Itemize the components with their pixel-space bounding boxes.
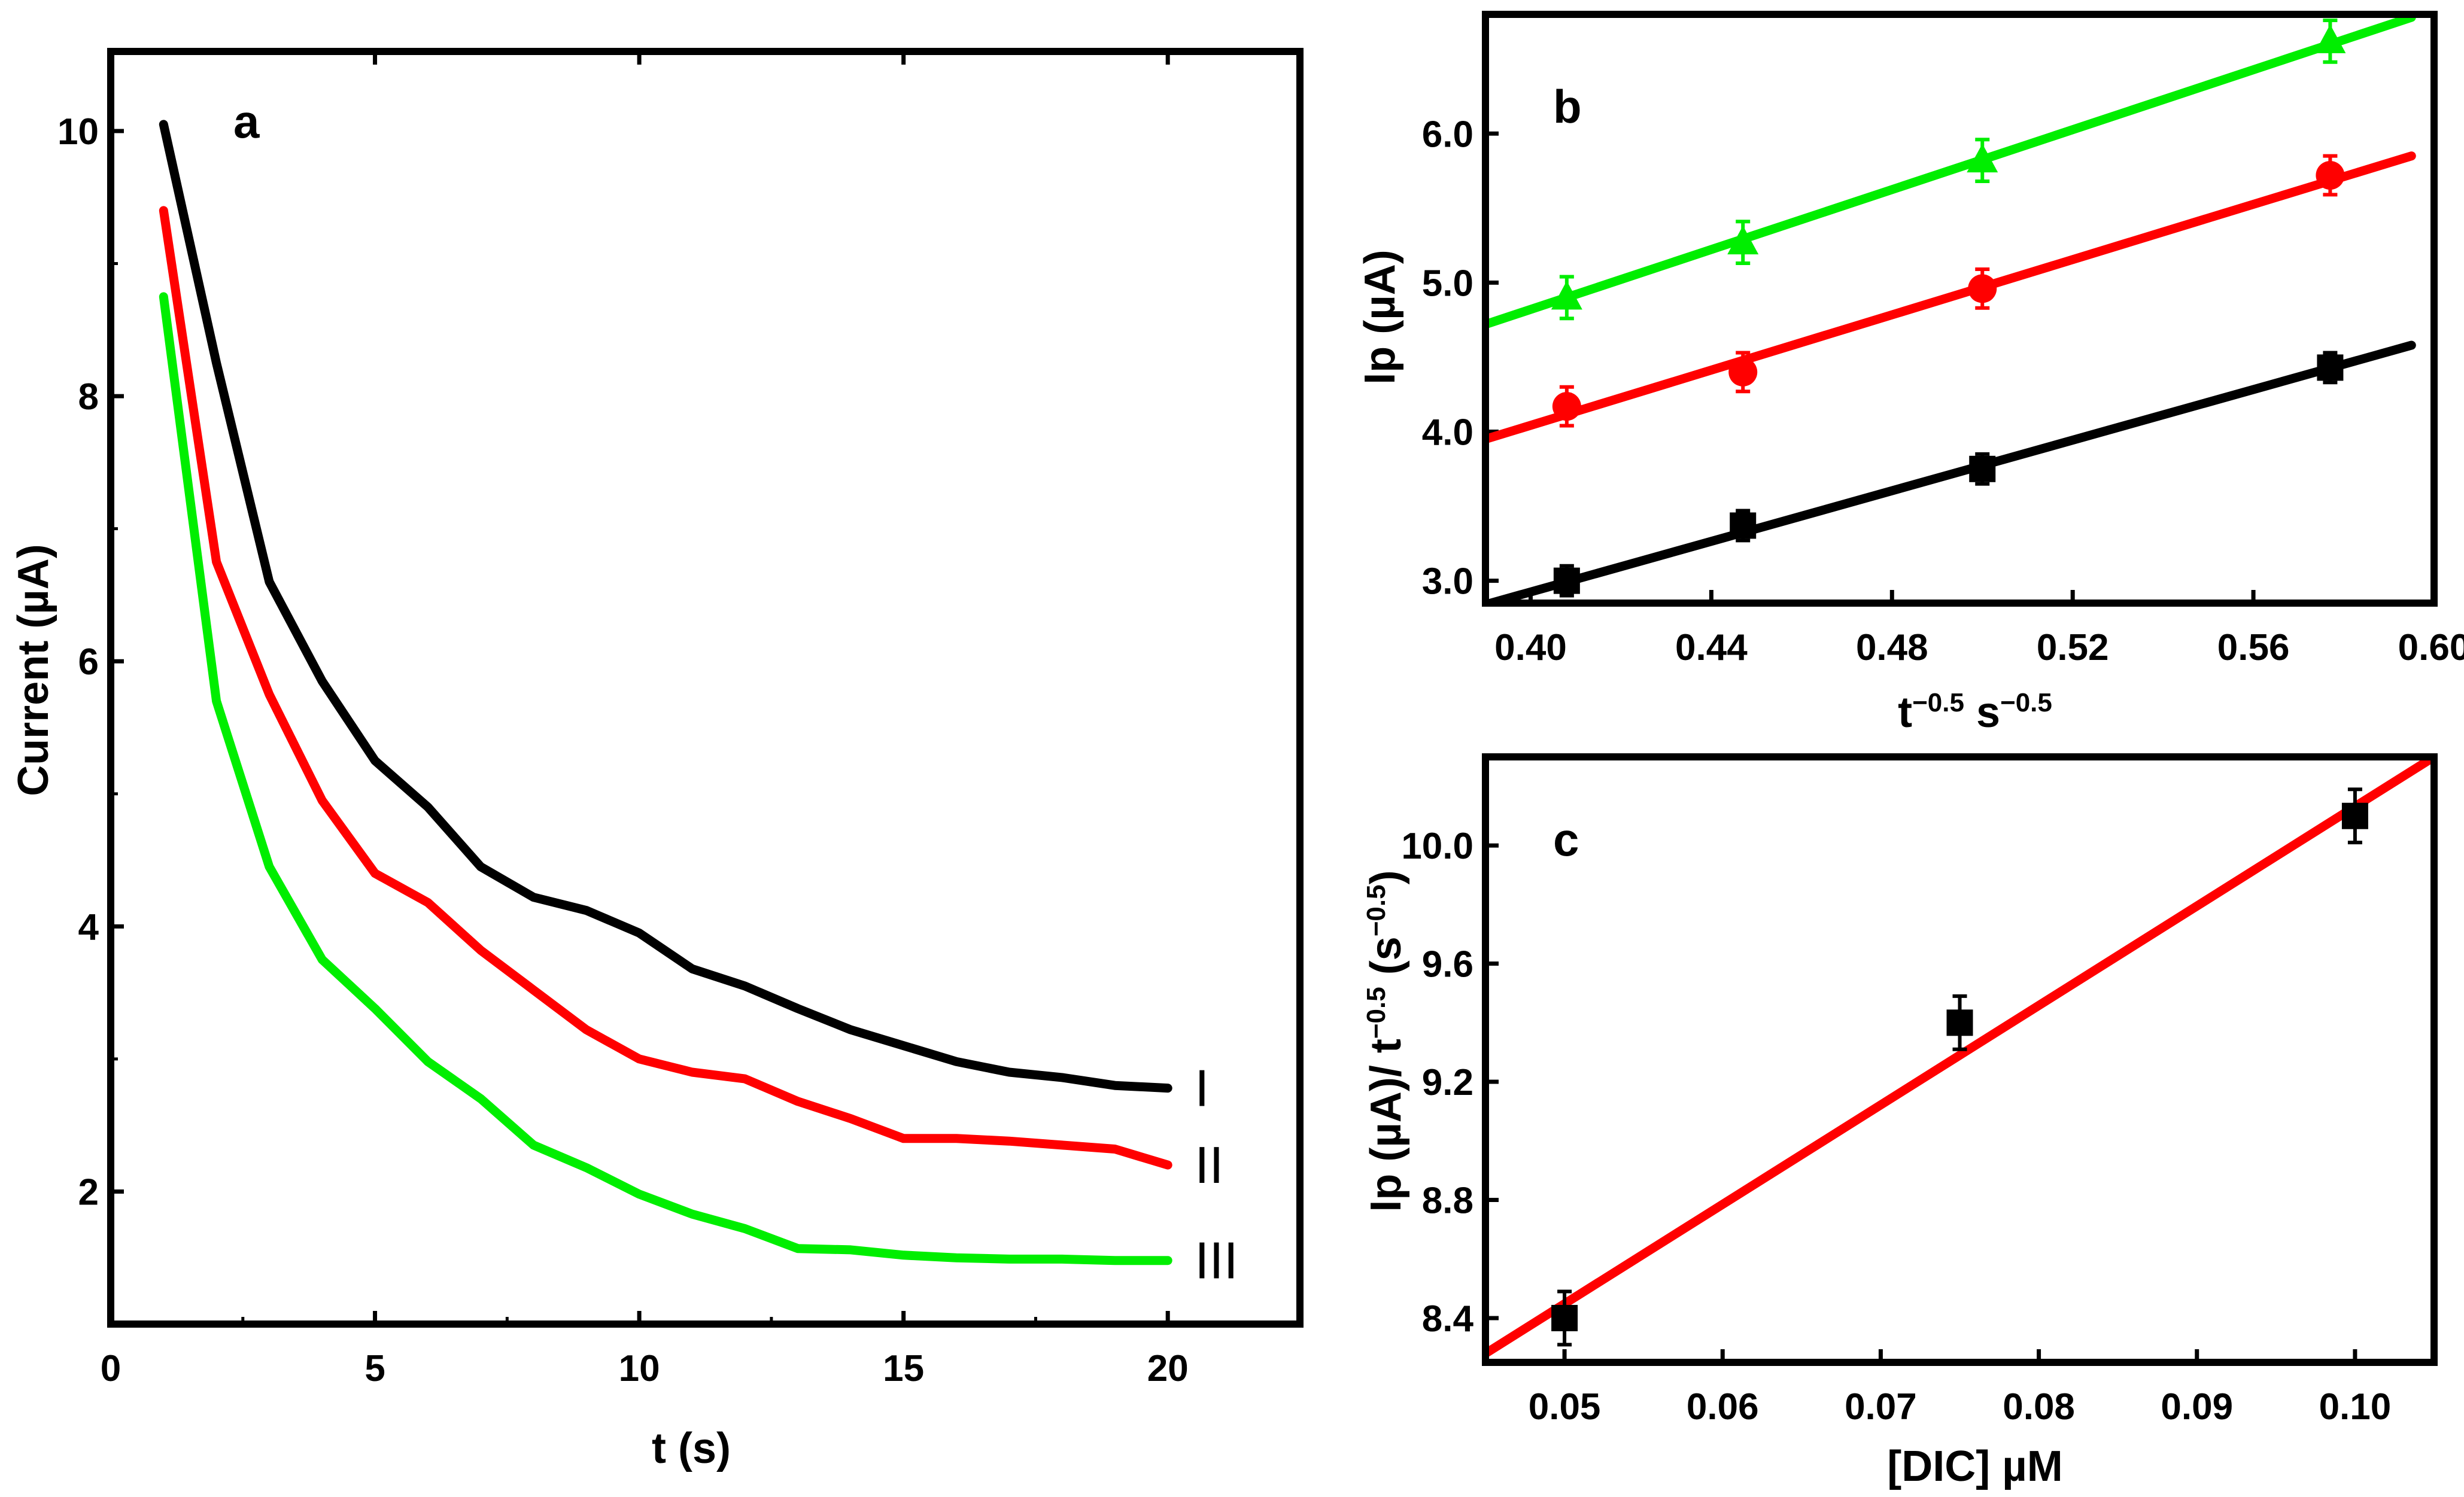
panel-c-y-tick-label: 8.8 [1422, 1180, 1473, 1221]
panel-b-x-axis-var: t [1898, 689, 1912, 737]
panel-b-x-tick-label: 0.52 [2037, 627, 2109, 668]
panel-a-y-tick-label: 4 [78, 906, 99, 948]
panel-a-x-tick-label: 20 [1147, 1348, 1189, 1389]
panel-b-ii-point [1728, 357, 1758, 387]
panel-c-y-axis-end: ) [1362, 870, 1410, 884]
panel-b-x-tick-label: 0.60 [2398, 627, 2464, 668]
panel-a-label: a [233, 95, 260, 148]
panel-b-label: b [1553, 80, 1582, 133]
panel-c-y-tick-label: 9.2 [1422, 1062, 1473, 1103]
panel-c-y-tick-label: 8.4 [1422, 1298, 1474, 1340]
panel-b-iii-point [2314, 24, 2346, 53]
series-line-i [159, 120, 1172, 1093]
panel-b-i-fit-line [1485, 340, 2416, 603]
panel-b-ii-point [1968, 274, 1997, 303]
panel-c-y-tick-label: 10.0 [1401, 826, 1473, 867]
panel-a-frame [107, 48, 1304, 1328]
panel-b-x-tick-label: 0.44 [1675, 627, 1748, 668]
panel-b-y-tick-label: 6.0 [1422, 114, 1473, 155]
panel-b-y-tick-label: 5.0 [1422, 263, 1473, 304]
panel-c-x-tick-label: 0.07 [1845, 1386, 1917, 1428]
panel-b-x-tick-label: 0.56 [2217, 627, 2290, 668]
series-label-i: I [1195, 1061, 1209, 1118]
panel-c-y-axis-main: Ip (µA)/ t [1362, 1039, 1410, 1212]
panel-b-chart: 0.40 0.44 0.48 0.52 0.56 0.60 3.0 4.0 5.0 6.0 b t… [1356, 11, 2464, 737]
panel-c-x-axis-title: [DIC] µM [1887, 1443, 2062, 1490]
panel-a-y-tick-label: 2 [78, 1172, 99, 1213]
panel-b-iii-fit-line [1485, 14, 2416, 329]
panel-c-y-axis-exp2: −0.5 [1362, 884, 1391, 936]
panel-b-iii-point [1727, 226, 1759, 255]
panel-c-x-tick-label: 0.09 [2161, 1386, 2233, 1428]
panel-b-x-axis-exp1: −0.5 [1912, 688, 1964, 717]
panel-a-y-tick-label: 8 [78, 376, 99, 418]
panel-b-frame [1482, 11, 2438, 607]
panel-c-y-tick-label: 9.6 [1422, 944, 1473, 985]
series-label-iii: III [1195, 1234, 1238, 1291]
panel-b-i-point [1553, 567, 1580, 594]
panel-b-y-axis-title: Ip (µA) [1356, 250, 1404, 384]
panel-a-x-tick-label: 5 [364, 1348, 385, 1389]
panel-a-x-tick-label: 10 [619, 1348, 660, 1389]
panel-a-y-tick-label: 6 [78, 641, 99, 683]
panel-c-x-tick-label: 0.05 [1529, 1386, 1601, 1428]
panel-b-y-tick-label: 3.0 [1422, 561, 1473, 603]
panel-c-x-tick-label: 0.10 [2319, 1386, 2392, 1428]
series-label-ii: II [1195, 1138, 1223, 1195]
panel-a-y-axis-title: Current (µA) [10, 544, 57, 796]
panel-c-data-fit-line [1485, 757, 2434, 1358]
panel-a-y-tick-label: 10 [57, 111, 99, 153]
series-line-ii [159, 206, 1172, 1170]
panel-c-data-point [1551, 1304, 1578, 1331]
panel-b-ii-point [2316, 161, 2345, 190]
panel-b-iii-point [1551, 281, 1582, 310]
panel-b-ii-fit-line [1485, 151, 2416, 444]
panel-a-x-tick-label: 15 [883, 1348, 924, 1389]
panel-c-label: c [1553, 813, 1579, 866]
panel-a-x-tick-label: 0 [101, 1348, 121, 1389]
panel-c-data-point [2341, 802, 2368, 829]
panel-c-y-axis-exp1: −0.5 [1362, 987, 1391, 1039]
panel-a-x-axis-title: t (s) [652, 1425, 731, 1472]
panel-b-i-point [1730, 512, 1757, 539]
panel-b-i-point [2317, 354, 2344, 381]
panel-c-y-axis-unit: (s [1362, 936, 1410, 987]
panel-c-chart: 0.05 0.06 0.07 0.08 0.09 0.10 8.4 8.8 9.2 9.6 10.0… [1362, 753, 2438, 1490]
panel-b-iii-point [1967, 144, 1998, 173]
panel-c-x-tick-label: 0.08 [2003, 1386, 2075, 1428]
panel-c-data-point [1946, 1009, 1973, 1036]
panel-c-y-axis-title: Ip (µA)/ t−0.5 (s−0.5) [1362, 870, 1410, 1212]
panel-b-ii-point [1552, 392, 1581, 421]
panel-b-x-axis-title: t−0.5 s−0.5 [1898, 688, 2052, 737]
panel-b-x-tick-label: 0.40 [1494, 627, 1567, 668]
series-line-iii [159, 292, 1172, 1265]
panel-b-x-axis-unit: s [1964, 689, 2000, 737]
panel-c-frame [1482, 753, 2438, 1366]
panel-b-y-tick-label: 4.0 [1422, 412, 1473, 454]
panel-b-x-axis-exp2: −0.5 [2000, 688, 2052, 717]
panel-c-x-tick-label: 0.06 [1687, 1386, 1759, 1428]
panel-b-x-tick-label: 0.48 [1856, 627, 1928, 668]
panel-b-i-point [1969, 455, 1996, 482]
